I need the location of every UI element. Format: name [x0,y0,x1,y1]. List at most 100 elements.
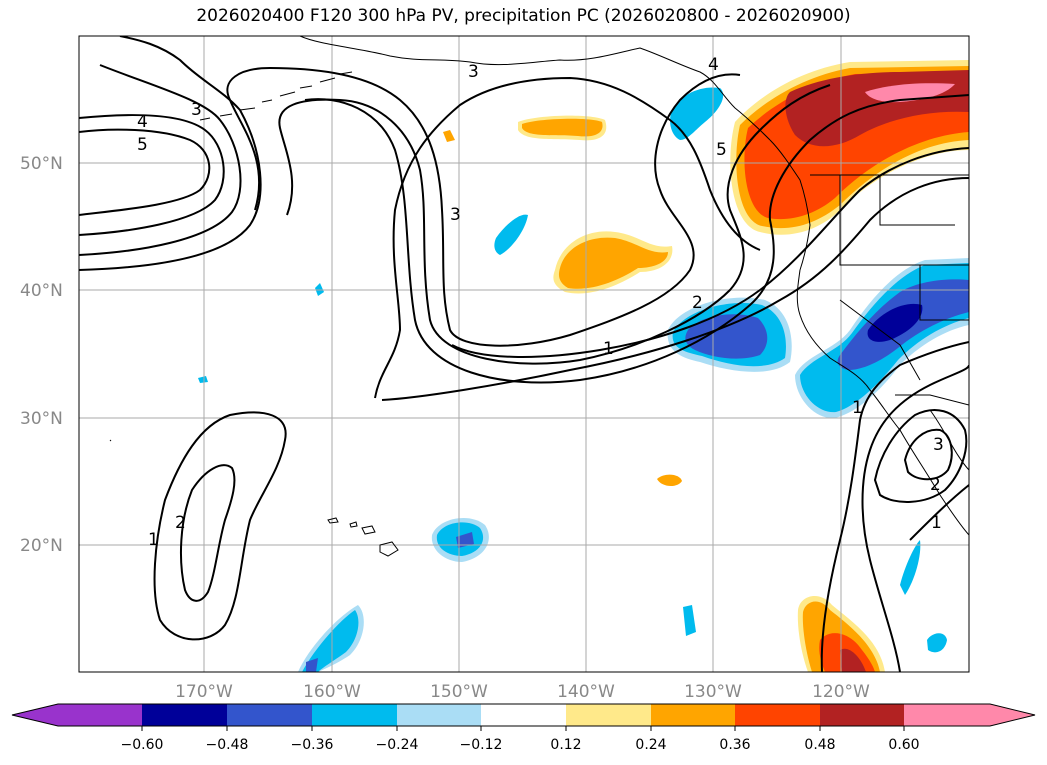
graticule [79,36,969,672]
precip-positive-region [443,130,455,142]
longitude-labels: 170°W 160°W 150°W 140°W 130°W 120°W [175,682,870,702]
colorbar-segment [397,704,481,726]
colorbar-tick-label: −0.60 [121,737,164,753]
coastlines [109,36,969,557]
precip-positive-region [522,118,603,137]
colorbar-segment [481,704,566,726]
pv-contour-line [79,64,242,256]
precip-negative-region [867,303,923,342]
lon-label-170w: 170°W [175,682,233,702]
pv-contour-line [381,177,969,401]
precip-negative-region [685,314,768,359]
precip-negative-region [900,540,921,595]
colorbar-segment [312,704,397,726]
lon-label-150w: 150°W [430,682,488,702]
pv-contour-line [820,341,969,672]
precip-negative-region [456,532,474,548]
precip-negative-region [683,605,696,636]
colorbar-tick-label: 0.60 [888,737,919,753]
pv-contour-line [79,36,262,271]
pv-contours [79,36,969,672]
precip-negative-region [927,633,947,653]
precip-negative-region [670,87,724,140]
pv-contour-line [451,147,969,358]
contour-label: 4 [137,112,148,132]
alaska-coast [299,36,771,141]
us-west-coast [796,269,901,431]
precip-negative-region [494,214,528,255]
pv-contour-line [304,94,969,384]
contour-label: 2 [175,513,186,533]
contour-label: 2 [930,475,941,495]
pv-contour-line [79,114,225,236]
pv-contour-line [903,428,953,481]
aleutian-chain [199,71,353,121]
colorbar-tick-label: 0.36 [719,737,750,753]
precip-negative-region [198,376,208,383]
state-border [839,175,969,266]
contour-label: 1 [603,339,614,359]
colorbar-segment [566,704,651,726]
colorbar-tick-label: 0.48 [804,737,835,753]
pv-contour-line [873,409,968,503]
lat-label-40n: 40°N [20,281,63,301]
colorbar-tick-label: −0.24 [376,737,419,753]
colorbar-segment [820,704,904,726]
precip-negative-region [302,610,359,672]
contour-label: 3 [191,100,202,120]
lat-label-20n: 20°N [20,536,63,556]
colorbar-tick-label: 0.24 [635,737,666,753]
lon-label-130w: 130°W [684,682,742,702]
pv-contour-line [153,411,287,641]
baja-coast [899,429,969,536]
contour-label: 3 [468,62,479,82]
precip-negative-region [306,658,318,672]
colorbar-segment [735,704,820,726]
lat-label-50n: 50°N [20,154,63,174]
contour-label: 3 [933,435,944,455]
precip-positive-region [657,474,682,487]
contour-label: 2 [692,293,703,313]
pv-contour-line [79,128,211,216]
colorbar-extend-neg [12,704,142,726]
contour-label: 1 [931,513,942,533]
colorbar-outline [11,703,1036,727]
mexico-border [895,394,969,406]
pv-contour-line [179,464,236,602]
hawaii-islands [327,517,399,557]
contour-label: 1 [148,530,159,550]
lat-label-30n: 30°N [20,409,63,429]
precip-positive-region [840,648,866,672]
state-border [879,175,955,226]
colorbar: −0.60 −0.48 −0.36 −0.24 −0.12 0.12 0.24 … [11,703,1036,753]
contour-labels: 4 5 3 3 4 5 3 2 1 1 2 1 3 2 1 [137,55,944,550]
state-border [839,299,921,381]
colorbar-segment [142,704,227,726]
lon-label-160w: 160°W [303,682,361,702]
map-title: 2026020400 F120 300 hPa PV, precipitatio… [196,6,851,26]
precip-positive-region [865,83,955,103]
contour-label: 5 [137,135,148,155]
contour-label: 3 [450,205,461,225]
colorbar-tick-label: 0.12 [550,737,581,753]
pv-contour-line [909,484,969,541]
contour-label: 4 [708,55,719,75]
contour-label: 1 [852,398,863,418]
pv-contour-line [861,364,969,672]
map-frame [78,35,970,673]
state-border [880,264,969,321]
colorbar-segment [651,704,735,726]
colorbar-tick-label: −0.12 [460,737,503,753]
lon-label-140w: 140°W [557,682,615,702]
pv-contour-line [226,66,741,347]
colorbar-extend-pos [904,704,1035,726]
pv-contour-line [374,76,761,399]
colorbar-tick-label: −0.48 [206,737,249,753]
contour-label: 5 [716,140,727,160]
colorbar-tick-label: −0.36 [291,737,334,753]
latitude-labels: 50°N 40°N 30°N 20°N [20,154,63,556]
colorbar-segment [227,704,312,726]
pv-contour-line [278,84,831,365]
small-island [109,439,112,442]
